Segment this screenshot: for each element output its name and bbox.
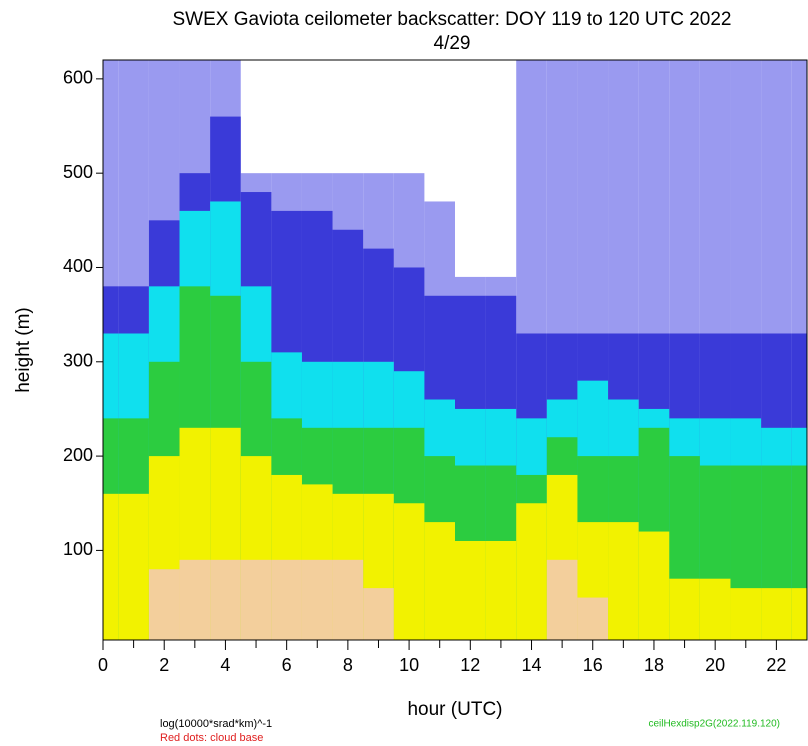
x-tick-label: 14 xyxy=(522,655,542,675)
note: log(10000*srad*km)^-1 xyxy=(160,718,272,730)
chart-title: SWEX Gaviota ceilometer backscatter: DOY… xyxy=(173,9,732,30)
layer-cell xyxy=(761,588,792,640)
layer-cell xyxy=(608,522,639,640)
chart-subtitle: 4/29 xyxy=(434,33,471,54)
layer-cell xyxy=(516,503,547,640)
x-tick-label: 16 xyxy=(583,655,603,675)
y-tick-label: 300 xyxy=(63,351,93,371)
x-tick-label: 6 xyxy=(282,655,292,675)
y-axis-label: height (m) xyxy=(13,307,34,393)
layer-cell xyxy=(791,588,807,640)
layer-cell xyxy=(118,493,149,640)
layer-cell xyxy=(455,540,486,640)
x-tick-label: 10 xyxy=(399,655,419,675)
x-axis-label: hour (UTC) xyxy=(407,699,502,720)
note: ceilHexdisp2G(2022.119.120) xyxy=(648,719,780,730)
x-tick-label: 2 xyxy=(159,655,169,675)
x-tick-label: 0 xyxy=(98,655,108,675)
x-tick-label: 4 xyxy=(220,655,230,675)
layer-cell xyxy=(546,559,578,640)
y-tick-label: 200 xyxy=(63,445,93,465)
x-tick-label: 22 xyxy=(766,655,786,675)
x-tick-label: 12 xyxy=(460,655,480,675)
layer-cell xyxy=(271,559,302,640)
y-tick-label: 400 xyxy=(63,256,93,276)
x-tick-label: 20 xyxy=(705,655,725,675)
layer-cell xyxy=(577,597,609,640)
layer-cell xyxy=(240,559,272,640)
layer-cell xyxy=(103,493,119,640)
plot-area xyxy=(103,60,807,640)
y-tick-label: 600 xyxy=(63,68,93,88)
note: Red dots: cloud base xyxy=(160,732,263,744)
layer-cell xyxy=(210,559,241,640)
layer-cell xyxy=(332,559,364,640)
layer-cell xyxy=(301,559,333,640)
layer-cell xyxy=(148,569,180,640)
y-tick-label: 500 xyxy=(63,162,93,182)
x-tick-label: 18 xyxy=(644,655,664,675)
plot-frame xyxy=(102,59,808,641)
layer-cell xyxy=(730,588,762,640)
layer-cell xyxy=(485,540,517,640)
layer-cell xyxy=(638,531,670,640)
layer-cell xyxy=(424,522,455,640)
x-tick-label: 8 xyxy=(343,655,353,675)
y-tick-label: 100 xyxy=(63,539,93,559)
layer-cell xyxy=(699,578,731,640)
layer-cell xyxy=(669,578,700,640)
layer-cell xyxy=(393,503,425,640)
layer-cell xyxy=(179,559,211,640)
axes: 100 200 300 400 500 600 0 2 4 6 8 10 12 14 16 18 20 22 xyxy=(63,59,808,675)
layer-cell xyxy=(363,588,394,640)
